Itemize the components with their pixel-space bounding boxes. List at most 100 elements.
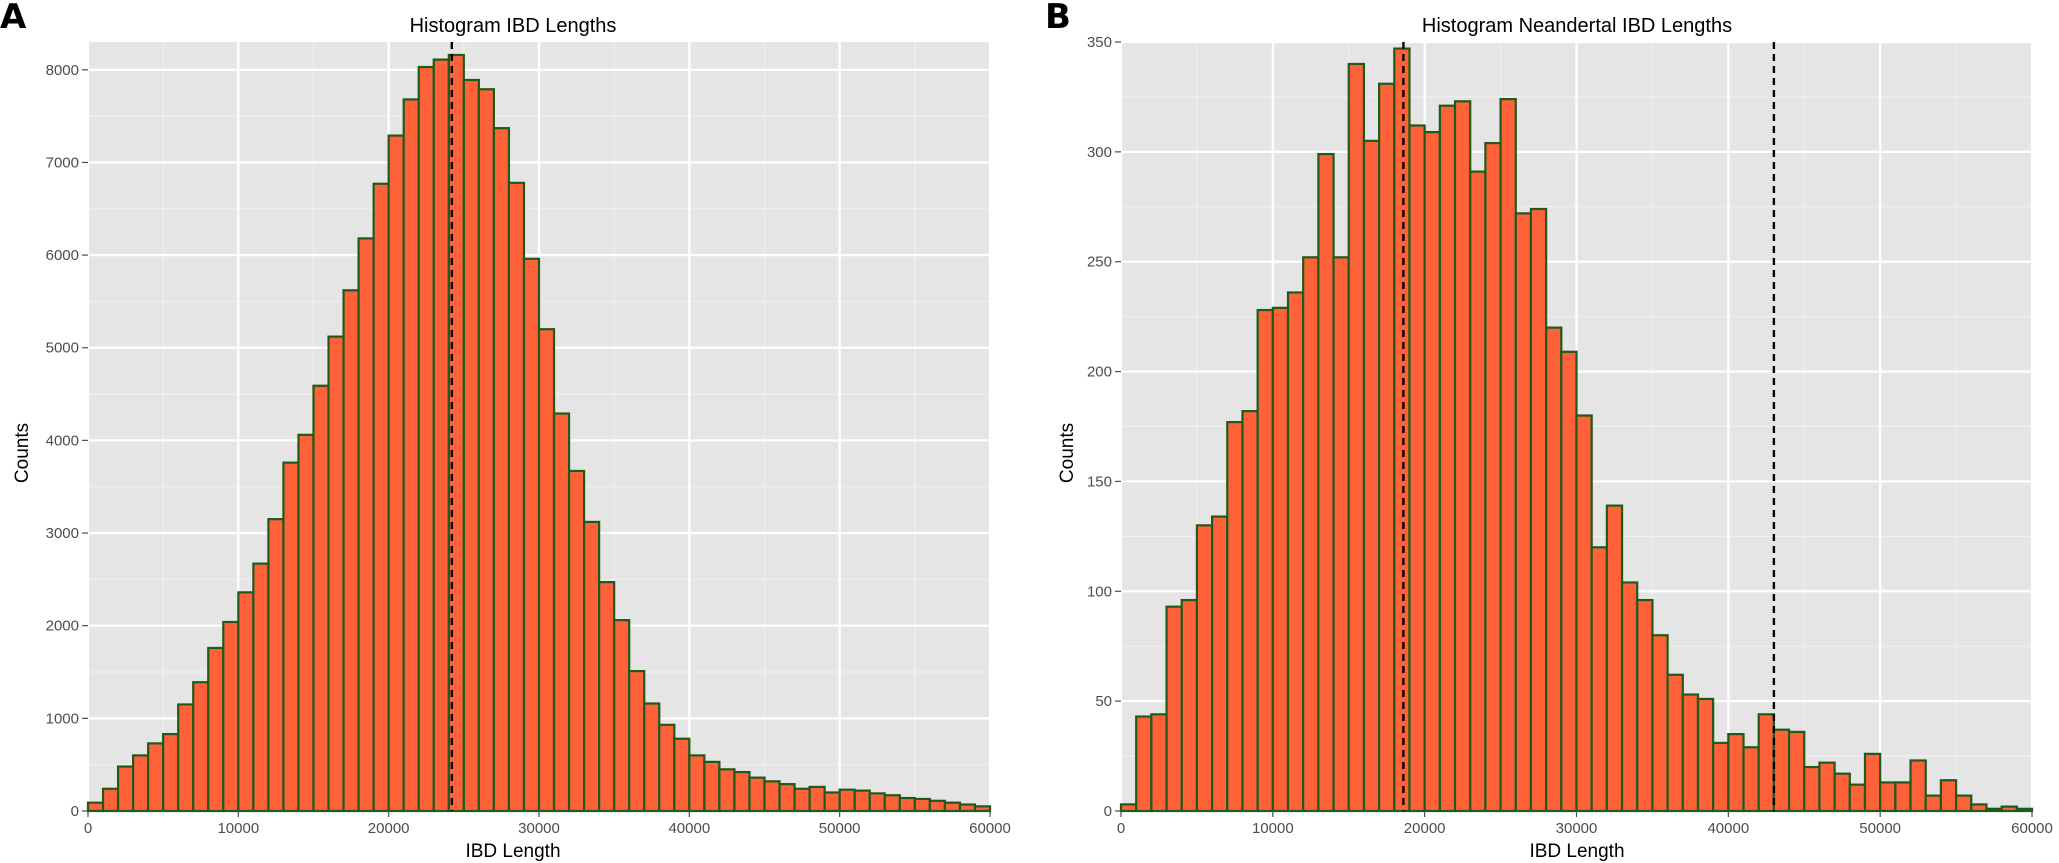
histogram-bar-b [1651, 634, 1669, 813]
x-tick-label-b: 10000 [1252, 820, 1294, 837]
y-tick-label-b: 0 [1104, 803, 1112, 820]
histogram-bar-b [1712, 741, 1730, 813]
chart-panel-a: A Histogram IBD Lengths 0 10000 20000 30000… [0, 0, 1011, 862]
histogram-bar-a [192, 681, 210, 813]
histogram-bar-a [417, 65, 435, 813]
histogram-bar-b [1529, 207, 1548, 813]
y-tick-label-b: 150 [1087, 473, 1112, 490]
histogram-bar-b [1362, 139, 1381, 813]
histogram-bar-b [1302, 256, 1320, 813]
histogram-bar-a [793, 787, 811, 813]
histogram-bar-b [2000, 805, 2018, 813]
histogram-bar-b [1863, 752, 1882, 813]
histogram-bar-a [883, 794, 901, 813]
histogram-bar-b [1256, 308, 1274, 813]
y-tick-label-a: 3000 [46, 525, 79, 542]
histogram-bar-a [808, 785, 826, 813]
histogram-bar-b [1681, 693, 1700, 813]
x-axis-ticks-a: 0 10000 20000 30000 40000 50000 60000 [84, 811, 1011, 837]
histogram-bar-a [567, 469, 586, 813]
x-tick-label-a: 40000 [668, 820, 710, 837]
histogram-bar-b [1772, 728, 1791, 813]
histogram-bar-b [1226, 421, 1244, 813]
histogram-bar-a [763, 780, 781, 813]
histogram-bar-a [582, 520, 601, 813]
y-axis-ticks-b: 0 50 100 150 200 250 300 350 [1087, 34, 1121, 820]
histogram-bar-a [372, 182, 390, 813]
histogram-bar-b [1575, 414, 1593, 813]
y-tick-label-b: 100 [1087, 583, 1112, 600]
histogram-bar-b [1742, 746, 1760, 813]
histogram-bar-a [101, 787, 120, 813]
y-axis-title-b: Counts [1057, 423, 1078, 483]
histogram-bar-a [733, 770, 751, 813]
histogram-bar-a [643, 702, 661, 813]
histogram-bar-b [1499, 98, 1517, 813]
histogram-bar-a [673, 737, 691, 813]
histogram-bar-a [628, 669, 646, 813]
histogram-bar-a [958, 803, 977, 813]
x-axis-title-b: IBD Length [1529, 841, 1624, 862]
x-tick-label-b: 30000 [1556, 820, 1598, 837]
histogram-bar-a [297, 433, 315, 813]
x-tick-label-a: 10000 [217, 820, 259, 837]
histogram-bar-b [1408, 124, 1426, 813]
histogram-bar-a [402, 98, 420, 813]
y-tick-label-a: 6000 [46, 247, 79, 264]
histogram-bar-a [898, 796, 916, 813]
x-tick-label-a: 20000 [368, 820, 410, 837]
x-tick-label-a: 30000 [518, 820, 560, 837]
chart-panel-b: B Histogram Neandertal IBD Lengths 0 1000… [1045, 0, 2053, 862]
histogram-bar-a [312, 384, 330, 813]
histogram-bar-b [1666, 673, 1684, 813]
histogram-bar-a [522, 257, 541, 813]
panel-letter-a: A [0, 0, 27, 37]
histogram-bar-b [1939, 779, 1958, 813]
histogram-bar-a [492, 127, 511, 813]
y-tick-label-a: 1000 [46, 710, 79, 727]
histogram-bar-a [507, 181, 526, 813]
histogram-bar-b [1909, 759, 1927, 813]
histogram-bar-b [1545, 326, 1563, 813]
histogram-bar-a [537, 328, 556, 813]
histogram-bar-b [1378, 82, 1396, 813]
histogram-bar-b [1818, 761, 1836, 813]
histogram-bar-b [1879, 781, 1897, 813]
histogram-bar-a [357, 237, 375, 813]
histogram-bar-a [913, 797, 931, 813]
histogram-bar-b [1757, 713, 1775, 813]
histogram-bar-b [1165, 605, 1183, 813]
histogram-bar-b [1985, 807, 2003, 813]
histogram-bar-a [688, 754, 706, 813]
histogram-bar-a [132, 754, 150, 813]
y-tick-label-b: 250 [1087, 254, 1112, 271]
histogram-bar-a [823, 791, 841, 813]
histogram-bar-a [162, 732, 180, 813]
y-tick-label-a: 7000 [46, 154, 79, 171]
histogram-bar-a [222, 620, 240, 813]
histogram-bar-b [1271, 306, 1290, 813]
histogram-bar-a [477, 88, 496, 813]
bars-a [86, 53, 992, 813]
x-tick-label-a: 0 [84, 820, 92, 837]
histogram-bar-a [432, 58, 450, 813]
x-tick-label-b: 20000 [1404, 820, 1446, 837]
bars-b [1119, 47, 2034, 813]
panel-letter-b: B [1045, 0, 1071, 37]
histogram-bar-b [1787, 730, 1806, 813]
histogram-bar-a [928, 799, 946, 813]
histogram-bar-b [2015, 807, 2034, 813]
y-tick-label-a: 5000 [46, 340, 79, 357]
histogram-bar-b [1195, 524, 1214, 813]
histogram-bar-b [1620, 581, 1639, 813]
histogram-bar-a [943, 801, 962, 813]
y-tick-label-a: 4000 [46, 432, 79, 449]
histogram-bar-a [177, 703, 195, 813]
x-tick-label-a: 50000 [819, 820, 861, 837]
histogram-bar-b [1727, 732, 1745, 813]
y-axis-title-a: Counts [12, 423, 33, 483]
histogram-bar-b [1119, 803, 1138, 813]
y-tick-label-b: 50 [1095, 693, 1112, 710]
x-tick-label-b: 0 [1117, 820, 1125, 837]
chart-title-b: Histogram Neandertal IBD Lengths [1422, 15, 1732, 37]
